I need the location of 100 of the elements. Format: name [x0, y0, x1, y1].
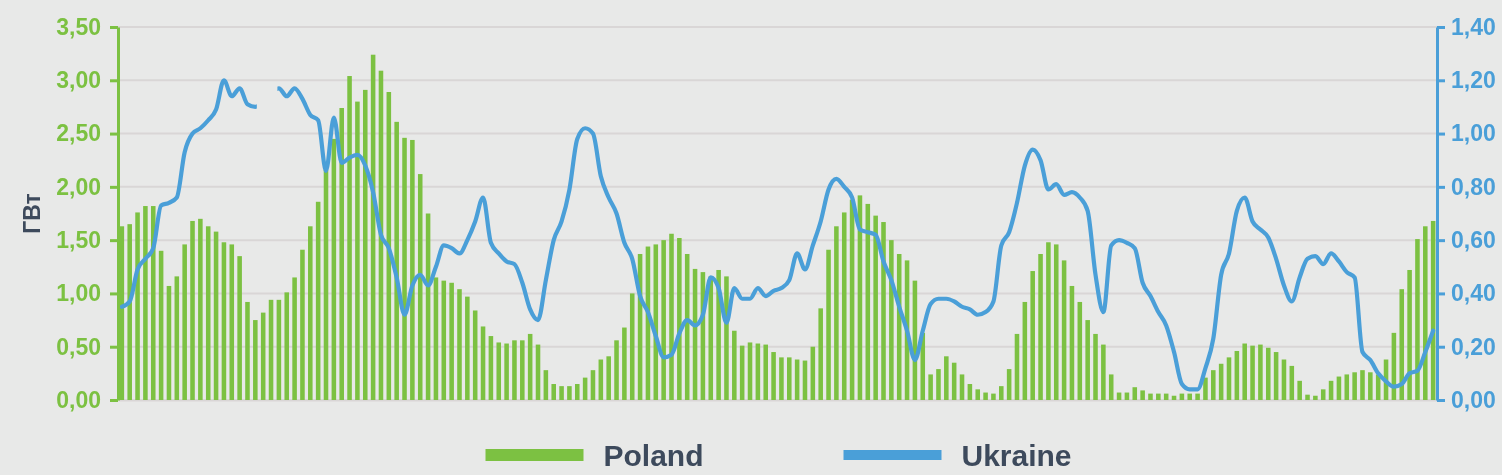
y2-tick-label: 0,80 — [1451, 173, 1496, 200]
bar — [1352, 372, 1357, 400]
bar — [504, 343, 509, 400]
y2-tick-label: 1,40 — [1451, 13, 1496, 40]
bar — [245, 301, 250, 400]
y-tick-label: 1,00 — [56, 280, 101, 307]
bar — [1258, 344, 1263, 400]
bar — [1156, 393, 1161, 400]
bar — [629, 293, 635, 400]
bar — [551, 384, 556, 400]
bar — [457, 289, 462, 400]
bar — [708, 276, 714, 400]
bar — [826, 249, 831, 400]
bar — [889, 240, 894, 400]
y-axis-title: ГВт — [19, 193, 45, 234]
bar — [763, 344, 768, 400]
bar — [1101, 344, 1106, 400]
y2-tick-label: 0,60 — [1451, 227, 1496, 253]
bar — [1046, 242, 1051, 400]
bar — [999, 386, 1004, 400]
bar — [198, 218, 203, 400]
y-tick-label: 0,00 — [56, 386, 101, 413]
bar — [182, 244, 187, 400]
bar — [127, 224, 132, 400]
legend-label: Ukraine — [961, 438, 1072, 472]
bar — [818, 308, 823, 400]
bar — [1415, 239, 1420, 400]
legend-label: Poland — [603, 438, 704, 472]
bar — [300, 249, 305, 400]
bar — [559, 386, 564, 400]
bar — [622, 327, 627, 400]
bar — [1368, 372, 1373, 400]
y2-tick-label: 1,00 — [1451, 120, 1496, 147]
bar — [1423, 226, 1428, 400]
bar — [394, 121, 399, 400]
bar — [1038, 254, 1043, 400]
bar — [614, 340, 619, 400]
bar — [417, 174, 423, 400]
y-tick-label: 2,00 — [56, 173, 101, 200]
bar — [1313, 395, 1318, 400]
bar — [512, 340, 517, 400]
bar — [135, 212, 140, 400]
y-tick-label: 2,50 — [56, 120, 101, 147]
bar — [959, 374, 965, 400]
y2-tick-label: 1,20 — [1451, 67, 1496, 94]
bar — [190, 220, 195, 400]
bar — [284, 292, 290, 400]
bar — [1360, 370, 1365, 400]
bar — [1344, 374, 1350, 400]
y2-tick-label: 0,00 — [1451, 386, 1496, 413]
bar — [1211, 370, 1216, 400]
bar — [1132, 387, 1138, 400]
bar — [873, 215, 878, 400]
bar — [574, 384, 580, 400]
bar — [936, 369, 941, 400]
bar — [1148, 393, 1153, 400]
bar — [787, 357, 792, 400]
y2-tick-label: 0,40 — [1451, 280, 1496, 307]
bar — [410, 139, 415, 400]
bar — [143, 206, 148, 400]
bar — [1399, 289, 1405, 400]
bar — [881, 222, 886, 400]
bar — [1297, 380, 1302, 400]
bar — [1407, 269, 1412, 400]
bar — [779, 357, 784, 400]
y-tick-label: 3,00 — [56, 67, 101, 94]
bar — [347, 76, 352, 400]
bar — [237, 256, 242, 400]
bar — [1030, 271, 1035, 400]
y-tick-label: 0,50 — [56, 333, 101, 360]
bar — [841, 212, 847, 400]
bar — [1320, 389, 1326, 400]
bar — [1265, 347, 1271, 400]
bar — [1250, 345, 1255, 400]
bar — [1140, 390, 1145, 400]
bar — [496, 342, 502, 400]
bar — [1242, 343, 1247, 400]
bar — [669, 233, 674, 400]
bar — [362, 89, 368, 400]
bar — [771, 352, 776, 400]
y2-tick-label: 0,20 — [1451, 333, 1496, 360]
bar — [449, 282, 454, 400]
bar — [253, 320, 258, 400]
bar — [1093, 333, 1098, 400]
bar — [1187, 393, 1193, 400]
bar — [1305, 394, 1310, 400]
bar — [402, 137, 407, 400]
bar — [355, 101, 360, 400]
bar — [465, 296, 470, 400]
bar — [944, 356, 949, 400]
bar — [677, 238, 682, 400]
bar — [834, 226, 839, 400]
y-tick-label: 3,50 — [56, 13, 101, 40]
bar — [292, 277, 297, 400]
bar — [567, 386, 572, 400]
bar — [1203, 377, 1208, 400]
bar — [975, 389, 981, 400]
bar — [991, 393, 996, 400]
bar — [661, 240, 666, 400]
bar — [983, 392, 988, 400]
